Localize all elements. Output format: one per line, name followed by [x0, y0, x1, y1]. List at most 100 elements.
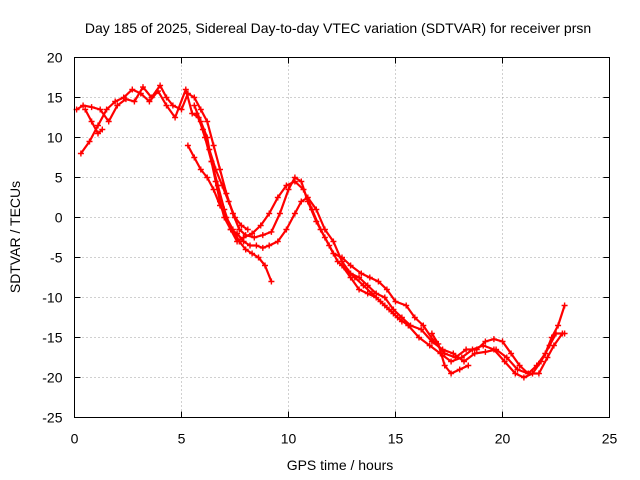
x-tick-label: 20 [495, 431, 511, 447]
data-point-marker [283, 226, 290, 233]
data-point-marker [339, 262, 345, 269]
data-point-marker [403, 302, 410, 309]
data-point-marker [490, 336, 497, 343]
data-point-marker [182, 86, 189, 93]
data-point-marker [169, 102, 176, 109]
data-point-marker [86, 138, 93, 145]
data-point-marker [163, 102, 170, 109]
data-point-marker [503, 354, 510, 361]
data-point-marker [184, 142, 191, 149]
data-point-marker [347, 274, 354, 281]
x-tick-label: 25 [602, 431, 618, 447]
axis-ticks [74, 57, 610, 418]
data-point-marker [197, 166, 204, 173]
data-point-marker [313, 206, 320, 213]
data-point-marker [416, 334, 422, 341]
series-trace [193, 104, 564, 375]
series-track-g [428, 330, 472, 377]
data-point-marker [499, 338, 506, 345]
data-point-marker [268, 278, 275, 285]
data-point-marker [95, 130, 101, 137]
data-point-marker [146, 98, 153, 105]
data-point-marker [482, 348, 489, 355]
data-point-marker [236, 226, 243, 233]
x-tick-label: 15 [388, 431, 404, 447]
series-trace [79, 88, 566, 379]
data-point-marker [298, 198, 305, 205]
data-point-marker [426, 342, 433, 349]
data-point-marker [291, 178, 298, 185]
gridlines [74, 57, 610, 418]
data-point-marker [129, 86, 136, 93]
data-point-marker [469, 346, 476, 353]
data-point-marker [88, 118, 95, 125]
data-point-marker [321, 226, 328, 233]
plot-frame [74, 57, 610, 418]
data-point-marker [212, 166, 219, 173]
x-tick-label: 10 [281, 431, 297, 447]
data-point-marker [390, 310, 397, 317]
series-trace [340, 264, 403, 323]
data-point-marker [441, 362, 448, 369]
data-point-marker [274, 194, 281, 201]
data-point-marker [538, 358, 544, 365]
data-point-marker [193, 110, 200, 117]
data-point-marker [291, 210, 298, 217]
y-tick-label: -20 [42, 370, 62, 386]
data-point-marker [199, 126, 206, 133]
data-point-marker [266, 210, 273, 217]
data-point-marker [418, 326, 425, 333]
data-point-marker [330, 238, 337, 245]
data-point-marker [559, 330, 566, 337]
data-point-marker [285, 186, 292, 193]
data-point-marker [553, 330, 559, 337]
y-tick-label: 15 [47, 90, 63, 106]
data-point-marker [535, 370, 542, 377]
data-point-marker [448, 358, 455, 365]
data-point-marker [225, 198, 232, 205]
data-point-marker [155, 88, 161, 95]
data-point-marker [191, 154, 198, 161]
data-point-marker [240, 238, 247, 245]
data-point-marker [463, 346, 470, 353]
data-point-marker [516, 362, 523, 369]
data-point-marker [520, 374, 527, 381]
data-point-marker [450, 350, 457, 357]
data-point-marker [493, 346, 500, 353]
data-point-marker [364, 290, 371, 297]
data-point-marker [283, 182, 290, 189]
data-point-marker [259, 232, 266, 239]
data-point-marker [112, 98, 119, 105]
data-point-marker [249, 230, 256, 237]
data-point-marker [428, 338, 435, 345]
data-point-marker [514, 366, 521, 373]
series-trace [186, 144, 273, 283]
data-point-marker [163, 94, 170, 101]
data-point-marker [105, 118, 112, 125]
series-track-c [184, 142, 275, 285]
x-axis-label: GPS time / hours [287, 457, 394, 473]
data-point-marker [249, 250, 256, 257]
data-point-marker [247, 242, 253, 249]
x-tick-labels: 0 5 10 15 20 25 [71, 431, 618, 447]
series-track-f [193, 110, 251, 233]
y-tick-label: 10 [47, 130, 63, 146]
data-point-marker [383, 286, 390, 293]
data-point-marker [508, 350, 515, 357]
data-point-marker [364, 282, 371, 289]
x-tick-label: 0 [71, 431, 79, 447]
data-point-marker [356, 286, 363, 293]
y-tick-labels: 20 15 10 5 0 -5 -10 -15 -20 -25 [42, 50, 62, 426]
data-point-marker [555, 322, 562, 329]
data-point-marker [120, 94, 127, 101]
data-point-marker [407, 322, 414, 329]
data-point-marker [114, 102, 121, 109]
data-point-marker [206, 146, 213, 153]
data-point-marker [366, 274, 373, 281]
data-point-marker [97, 106, 104, 113]
data-point-marker [347, 262, 354, 269]
data-point-marker [356, 274, 363, 281]
y-tick-label: -10 [42, 290, 62, 306]
y-tick-label: -5 [50, 250, 63, 266]
